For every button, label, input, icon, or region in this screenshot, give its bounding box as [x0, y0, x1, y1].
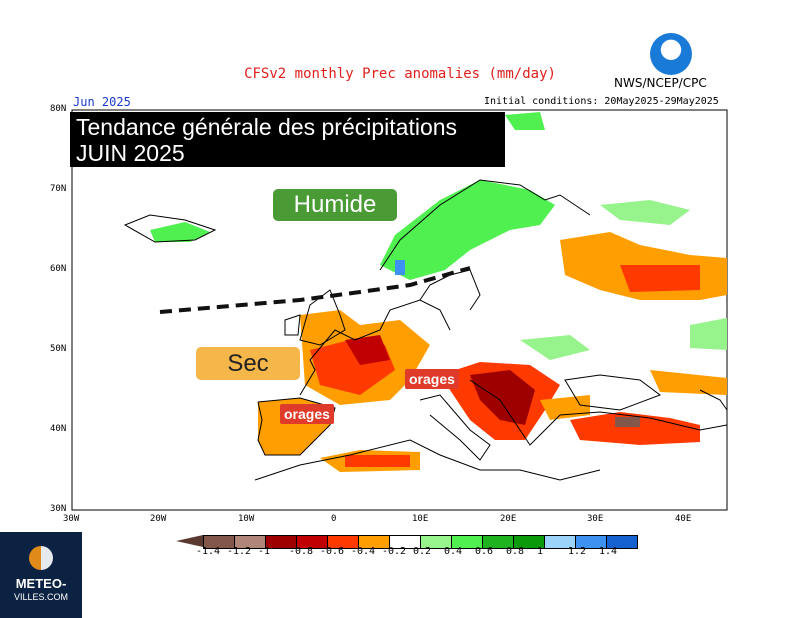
anomaly-fields [150, 112, 727, 472]
colorbar-swatch [328, 536, 359, 548]
colorbar-label: 0.4 [444, 546, 463, 557]
lon-label: 40E [675, 514, 692, 524]
colorbar-label: 0.8 [506, 546, 525, 557]
orages-label-spain: orages [280, 404, 334, 424]
overlay-title-line1: Tendance générale des précipitations [76, 114, 458, 140]
colorbar-label: -1.4 [196, 546, 221, 557]
lat-label: 50N [50, 344, 67, 354]
wet-iceland [150, 222, 210, 242]
colorbar-swatch [390, 536, 421, 548]
wet-svalbard [505, 112, 545, 130]
logo-icon [29, 546, 53, 570]
wet-central [520, 335, 590, 360]
logo-line2: VILLES.COM [13, 592, 69, 602]
lon-label: 20E [500, 514, 517, 524]
colorbar-boxes [203, 535, 638, 549]
orages-label-italy: orages [405, 369, 459, 389]
noaa-logo [650, 33, 692, 75]
colorbar-label: -0.6 [320, 546, 345, 557]
lat-label: 70N [50, 184, 67, 194]
colorbar-label: -0.8 [289, 546, 314, 557]
humide-label: Humide [273, 189, 397, 221]
lon-label: 10E [412, 514, 429, 524]
lat-label: 80N [50, 104, 67, 114]
colorbar-label: -1.2 [227, 546, 252, 557]
dry-turkey [570, 412, 700, 445]
colorbar-label: -1 [258, 546, 271, 557]
colorbar-label: -0.4 [351, 546, 376, 557]
lat-label: 30N [50, 504, 67, 514]
wet-north-russia [600, 200, 690, 225]
colorbar-label: 0.6 [475, 546, 494, 557]
colorbar-swatch [483, 536, 514, 548]
colorbar-label: 1 [537, 546, 544, 557]
colorbar-swatch [204, 536, 235, 548]
lon-label: 30W [63, 514, 80, 524]
lon-label: 0 [331, 514, 337, 524]
colorbar-label: 1.4 [599, 546, 618, 557]
month-label: Jun 2025 [73, 95, 131, 109]
dashed-boundary-line [159, 266, 471, 314]
colorbar-label: 0.2 [413, 546, 432, 557]
colorbar-swatch [266, 536, 297, 548]
wet-east [690, 318, 727, 350]
colorbar-swatch [235, 536, 266, 548]
lon-label: 30E [587, 514, 604, 524]
lon-label: 10W [238, 514, 255, 524]
initial-conditions: Initial conditions: 20May2025-29May2025 [484, 96, 719, 107]
colorbar-label: 1.2 [568, 546, 587, 557]
meteo-villes-logo: METEO- VILLES.COM [0, 532, 82, 618]
colorbar-swatch [421, 536, 452, 548]
colorbar-swatch [545, 536, 576, 548]
lon-label: 20W [150, 514, 167, 524]
coastlines [123, 179, 728, 481]
colorbar-swatch [576, 536, 607, 548]
lat-label: 40N [50, 424, 67, 434]
lat-label: 60N [50, 264, 67, 274]
colorbar-swatch [607, 536, 637, 548]
colorbar-swatch [359, 536, 390, 548]
colorbar-swatch [452, 536, 483, 548]
wet-norway-blue [395, 260, 405, 275]
colorbar-swatch [514, 536, 545, 548]
colorbar-label: -0.2 [382, 546, 407, 557]
colorbar-swatch [297, 536, 328, 548]
agency-label: NWS/NCEP/CPC [614, 76, 707, 90]
chart-title: CFSv2 monthly Prec anomalies (mm/day) [244, 66, 556, 82]
logo-line1: METEO- [15, 576, 67, 591]
sec-label: Sec [196, 347, 300, 380]
overlay-title: Tendance générale des précipitations JUI… [70, 112, 505, 167]
wet-scandinavia [380, 180, 555, 280]
overlay-title-line2: JUIN 2025 [76, 140, 185, 166]
